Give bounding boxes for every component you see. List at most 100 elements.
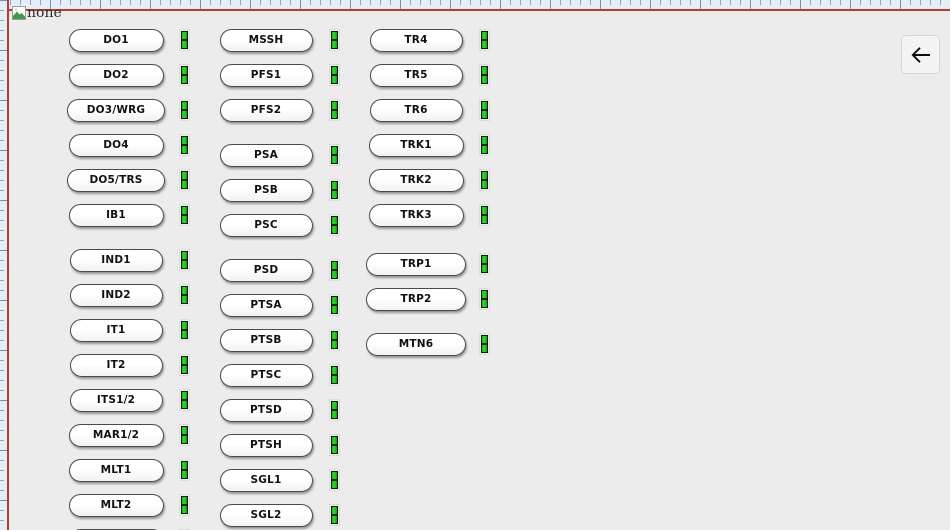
status-led-sgl1: [329, 469, 340, 491]
device-button-ind1[interactable]: IND1: [69, 248, 163, 272]
device-button-do4[interactable]: DO4: [68, 133, 164, 157]
device-button-mtn6[interactable]: MTN6: [366, 332, 466, 356]
status-led-tr6: [479, 99, 490, 121]
arrow-left-icon: [910, 44, 932, 66]
device-button-pfs1[interactable]: PFS1: [219, 63, 313, 87]
button-slot: TR5: [361, 63, 471, 87]
device-button-ib1[interactable]: IB1: [68, 203, 164, 227]
button-slot: PTSH: [211, 433, 321, 457]
device-button-do1[interactable]: DO1: [68, 28, 164, 52]
button-row: DO2: [61, 63, 190, 87]
device-button-trk2[interactable]: TRK2: [368, 168, 464, 192]
device-button-trp2[interactable]: TRP2: [366, 287, 466, 311]
led-indicator-icon: [331, 261, 338, 279]
led-indicator-icon: [331, 506, 338, 524]
device-button-sgl2[interactable]: SGL2: [219, 503, 313, 527]
status-led-mtn6: [479, 333, 490, 355]
button-slot: TRP2: [361, 287, 471, 311]
button-slot: IND2: [61, 283, 171, 307]
device-button-it2[interactable]: IT2: [69, 353, 163, 377]
button-row: DO5/TRS: [61, 168, 190, 192]
device-button-ind2[interactable]: IND2: [69, 283, 163, 307]
status-led-psd: [329, 259, 340, 281]
status-led-ind2: [179, 284, 190, 306]
device-button-mar1-2[interactable]: MAR1/2: [68, 423, 164, 447]
button-slot: ITS1/2: [61, 388, 171, 412]
button-row: SGL1: [211, 468, 340, 492]
device-button-mssh[interactable]: MSSH: [219, 28, 313, 52]
led-indicator-icon: [331, 401, 338, 419]
device-button-ptsa[interactable]: PTSA: [219, 293, 313, 317]
button-slot: TR6: [361, 98, 471, 122]
device-button-its1-2[interactable]: ITS1/2: [69, 388, 163, 412]
device-button-do3-wrg[interactable]: DO3/WRG: [67, 98, 165, 122]
led-indicator-icon: [181, 286, 188, 304]
status-led-mlt1: [179, 459, 190, 481]
led-indicator-icon: [331, 181, 338, 199]
button-slot: PFS1: [211, 63, 321, 87]
device-button-sgl1[interactable]: SGL1: [219, 468, 313, 492]
device-button-tr6[interactable]: TR6: [369, 98, 463, 122]
device-button-trp1[interactable]: TRP1: [366, 252, 466, 276]
led-indicator-icon: [481, 136, 488, 154]
button-slot: PTSC: [211, 363, 321, 387]
device-button-pfs2[interactable]: PFS2: [219, 98, 313, 122]
button-row: PFS2: [211, 98, 340, 122]
button-row: MAR1/2: [61, 423, 190, 447]
button-row: DO4: [61, 133, 190, 157]
button-row: MSSH: [211, 28, 340, 52]
button-slot: PSB: [211, 178, 321, 202]
button-row: TRP1: [361, 252, 490, 276]
led-indicator-icon: [481, 66, 488, 84]
status-led-ind1: [179, 249, 190, 271]
device-button-psd[interactable]: PSD: [219, 258, 313, 282]
button-row: PTSC: [211, 363, 340, 387]
status-led-pfs1: [329, 64, 340, 86]
led-indicator-icon: [331, 216, 338, 234]
led-indicator-icon: [481, 290, 488, 308]
device-button-psb[interactable]: PSB: [219, 178, 313, 202]
device-button-it1[interactable]: IT1: [69, 318, 163, 342]
device-button-tr5[interactable]: TR5: [369, 63, 463, 87]
broken-image-icon: [12, 6, 26, 20]
button-slot: MLT2: [61, 493, 171, 517]
button-row: TR4: [361, 28, 490, 52]
vertical-ruler[interactable]: [0, 0, 9, 530]
button-slot: TRK3: [361, 203, 471, 227]
horizontal-ruler[interactable]: [0, 0, 950, 11]
led-indicator-icon: [181, 496, 188, 514]
status-led-ptsd: [329, 399, 340, 421]
button-slot: TRK2: [361, 168, 471, 192]
button-slot: IT2: [61, 353, 171, 377]
led-indicator-icon: [181, 206, 188, 224]
back-button[interactable]: [901, 35, 940, 74]
device-button-trk3[interactable]: TRK3: [368, 203, 464, 227]
device-button-psa[interactable]: PSA: [219, 143, 313, 167]
button-slot: PTSB: [211, 328, 321, 352]
device-button-mlt1[interactable]: MLT1: [68, 458, 164, 482]
device-button-trk1[interactable]: TRK1: [368, 133, 464, 157]
button-row: TRK1: [361, 133, 490, 157]
device-button-mlt2[interactable]: MLT2: [68, 493, 164, 517]
button-slot: IND1: [61, 248, 171, 272]
led-indicator-icon: [331, 436, 338, 454]
device-button-do2[interactable]: DO2: [68, 63, 164, 87]
status-led-ib1: [179, 204, 190, 226]
device-button-ptsc[interactable]: PTSC: [219, 363, 313, 387]
led-indicator-icon: [481, 335, 488, 353]
status-led-do1: [179, 29, 190, 51]
device-button-tr4[interactable]: TR4: [369, 28, 463, 52]
device-button-psc[interactable]: PSC: [219, 213, 313, 237]
device-button-do5-trs[interactable]: DO5/TRS: [67, 168, 165, 192]
led-indicator-icon: [481, 171, 488, 189]
device-button-ptsb[interactable]: PTSB: [219, 328, 313, 352]
button-slot: PFS2: [211, 98, 321, 122]
button-row: IND2: [61, 283, 190, 307]
device-button-ptsd[interactable]: PTSD: [219, 398, 313, 422]
button-row: PSC: [211, 213, 340, 237]
status-led-trk3: [479, 204, 490, 226]
button-slot: PSA: [211, 143, 321, 167]
button-row: PTSA: [211, 293, 340, 317]
device-button-ptsh[interactable]: PTSH: [219, 433, 313, 457]
